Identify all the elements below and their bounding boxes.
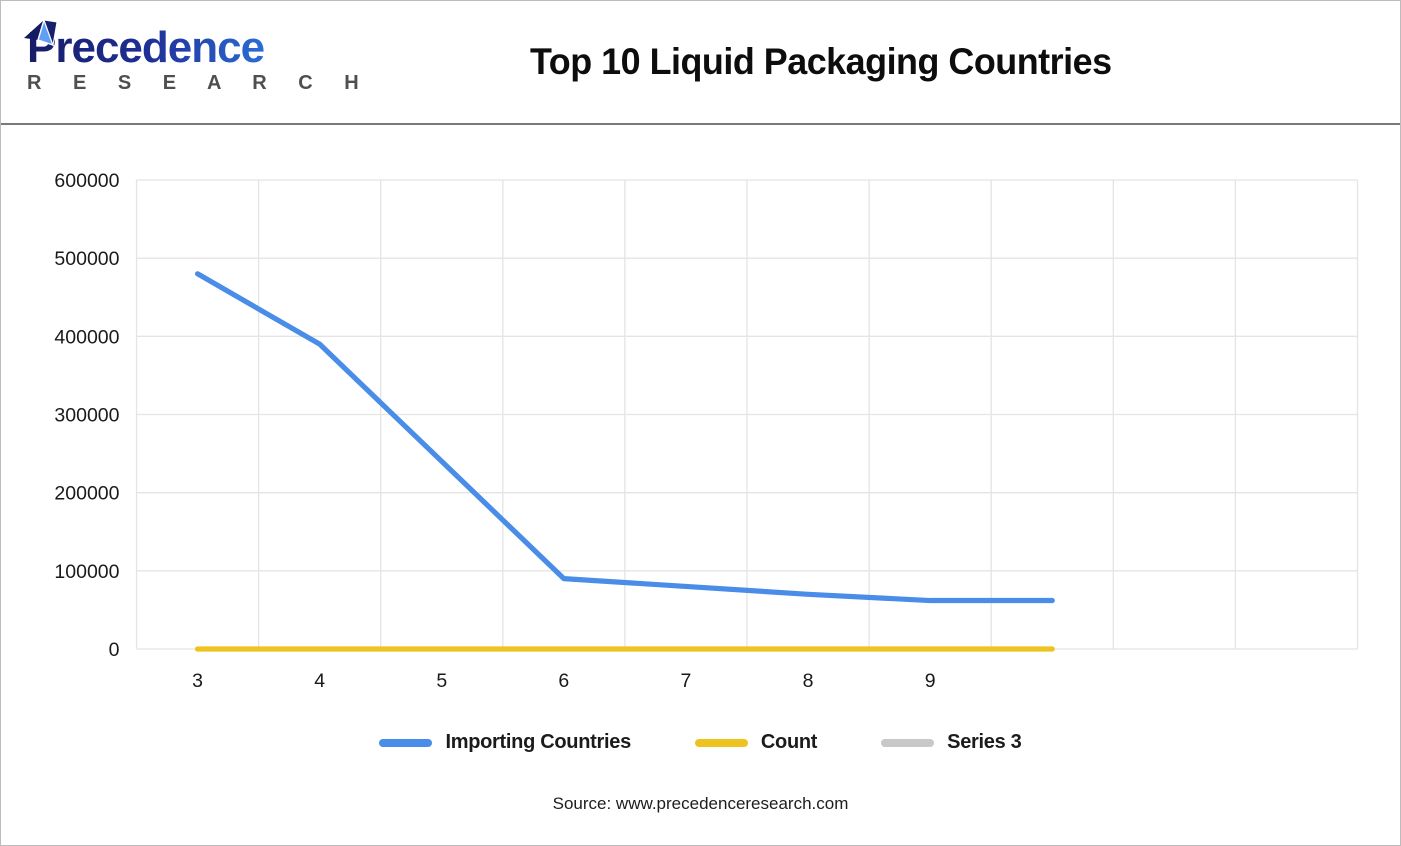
- logo-sub-text: R E S E A R C H: [27, 72, 372, 95]
- y-tick-label: 200000: [54, 483, 119, 505]
- x-tick-label: 5: [436, 670, 447, 692]
- legend-swatch-importing-countries: [379, 738, 433, 747]
- legend-item-count: Count: [694, 731, 818, 754]
- source-text: Source: www.precedenceresearch.com: [552, 794, 849, 813]
- legend-swatch-count: [694, 738, 748, 747]
- y-tick-label: 600000: [54, 170, 119, 192]
- legend-label-count: Count: [760, 731, 818, 753]
- chart-svg: 0 100000 200000 300000 400000 500000 600000 3 4 5…: [54, 170, 1359, 692]
- y-tick-label: 300000: [54, 405, 119, 427]
- series-line-importing-countries: [194, 271, 1055, 604]
- y-tick-label: 0: [109, 639, 120, 661]
- paper-plane-icon: [24, 17, 58, 47]
- x-tick-label: 3: [192, 670, 203, 692]
- logo: Precedence R E S E A R C H: [1, 1, 359, 123]
- legend-item-importing-countries: Importing Countries: [379, 731, 631, 754]
- x-tick-label: 8: [803, 670, 814, 692]
- chart-legend: Importing Countries Count Series 3: [1, 731, 1400, 754]
- legend-label-series-3: Series 3: [947, 731, 1022, 753]
- title-wrap: Top 10 Liquid Packaging Countries: [241, 41, 1400, 83]
- x-tick-label: 9: [925, 670, 936, 692]
- y-tick-label: 100000: [54, 561, 119, 583]
- x-tick-label: 7: [681, 670, 692, 692]
- y-tick-label: 500000: [54, 248, 119, 270]
- page-title: Top 10 Liquid Packaging Countries: [529, 41, 1112, 82]
- legend-item-series-3: Series 3: [881, 731, 1022, 754]
- x-tick-label: 6: [558, 670, 569, 692]
- logo-brand-text: Precedence: [27, 24, 372, 71]
- header: Precedence R E S E A R C H Top 10 Liquid…: [1, 1, 1400, 125]
- x-tick-label: 4: [314, 670, 325, 692]
- legend-swatch-series-3: [881, 738, 935, 747]
- y-tick-label: 400000: [54, 326, 119, 348]
- legend-label-importing-countries: Importing Countries: [445, 731, 631, 753]
